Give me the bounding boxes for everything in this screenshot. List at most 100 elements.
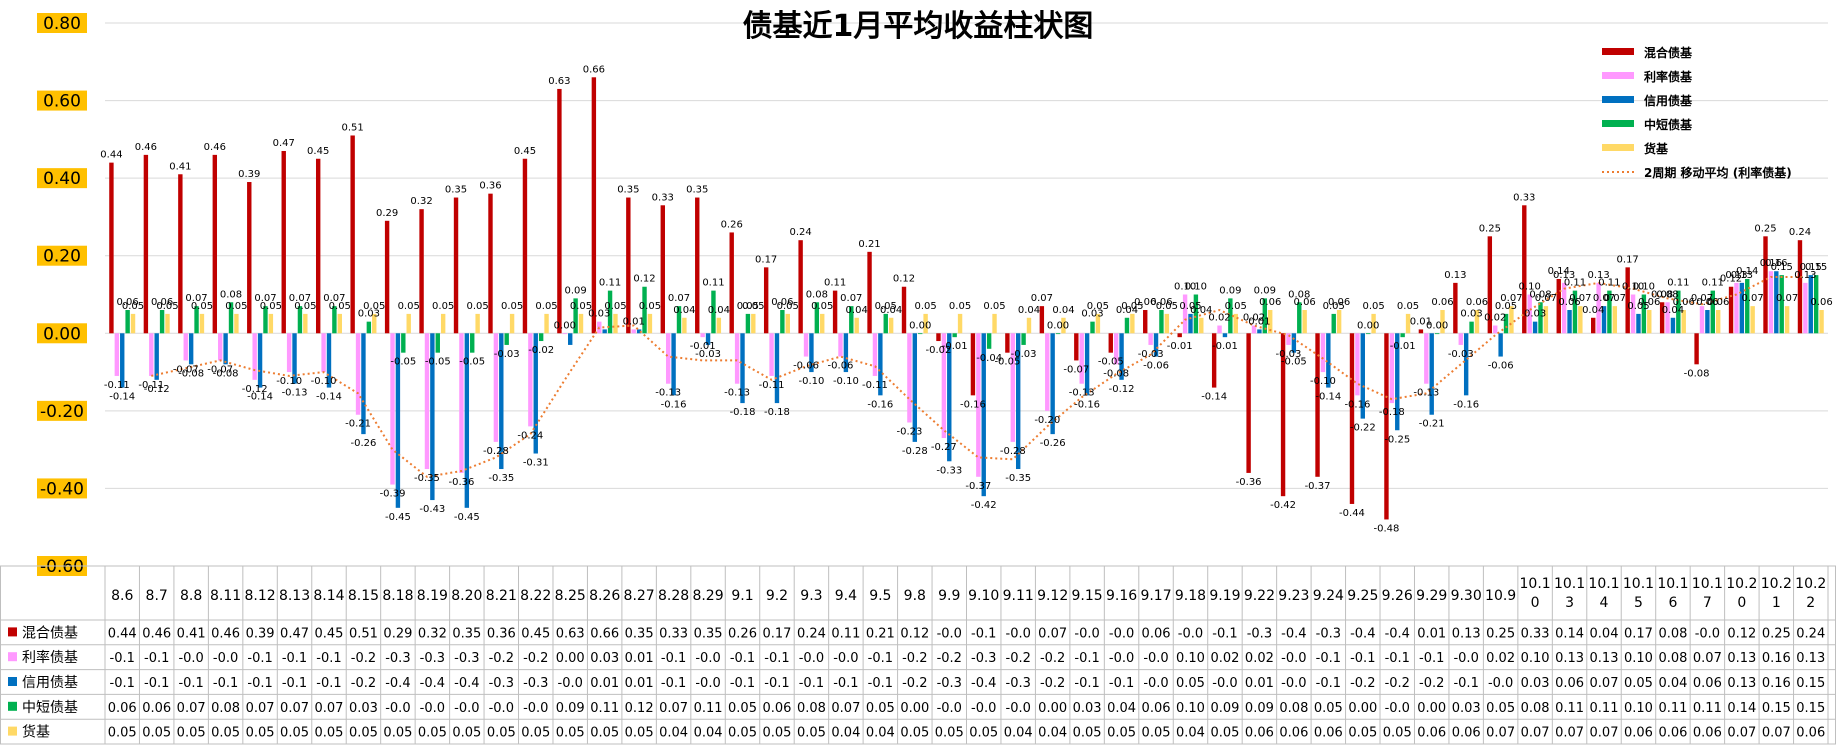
bar (1453, 282, 1458, 334)
table-cell: -0.0 (1143, 651, 1168, 666)
x-tick-label: 9.9 (938, 588, 960, 604)
data-label: -0.10 (833, 376, 859, 387)
table-cell: 0.06 (1417, 726, 1446, 741)
data-label: 0.06 (1673, 297, 1695, 308)
table-cell: -0.0 (213, 651, 238, 666)
bar (1365, 333, 1371, 335)
data-label: -0.21 (345, 419, 371, 430)
table-cell: 0.06 (1142, 701, 1171, 716)
y-tick-highlight (37, 90, 87, 111)
table-cell: 0.05 (142, 726, 171, 741)
table-cell: -0.0 (1143, 676, 1168, 691)
table-cell: 0.05 (1314, 701, 1343, 716)
x-tick-label: 10.1 (1657, 576, 1688, 592)
data-label: 0.07 (289, 293, 311, 304)
y-tick-label: 0.40 (43, 169, 81, 189)
data-label: -0.14 (316, 392, 342, 403)
x-tick-label: 8.8 (180, 588, 202, 604)
data-label: 0.02 (1484, 313, 1506, 324)
table-cell: 0.06 (762, 701, 791, 716)
bar (647, 313, 653, 334)
bar (1750, 306, 1755, 334)
table-cell: 0.35 (625, 626, 654, 641)
y-tick-label: 0.00 (43, 324, 81, 344)
x-tick-label: 10.1 (1588, 576, 1619, 592)
data-label: -0.45 (385, 512, 411, 523)
bar (1543, 306, 1549, 334)
bar (660, 205, 665, 334)
bar (355, 333, 361, 415)
table-cell: 0.10 (1624, 651, 1653, 666)
bar (1005, 333, 1010, 353)
bar (1474, 310, 1480, 334)
bar (114, 333, 120, 376)
bar (1458, 333, 1463, 345)
data-label: 0.25 (1479, 223, 1501, 234)
bar (1228, 298, 1233, 334)
data-label: 0.06 (1134, 297, 1156, 308)
table-cell: 0.07 (280, 701, 309, 716)
bar (183, 333, 188, 361)
chart-title: 债基近1月平均收益柱状图 (743, 9, 1094, 44)
bar (234, 313, 239, 334)
bar (872, 333, 878, 376)
table-cell: 0.05 (1107, 726, 1136, 741)
x-tick-label: 8.15 (348, 588, 379, 604)
data-label: 0.03 (358, 309, 380, 320)
table-cell: 0.44 (108, 626, 137, 641)
bar (1463, 333, 1469, 396)
bar (1119, 333, 1124, 380)
bar (751, 313, 756, 334)
data-label: 0.03 (588, 309, 610, 320)
data-label: -0.21 (1419, 419, 1445, 430)
bar (459, 333, 464, 473)
x-tick-label: 8.27 (624, 588, 655, 604)
x-tick-label: 8.18 (382, 588, 413, 604)
data-label: -0.16 (960, 399, 986, 410)
data-label: 0.08 (806, 289, 828, 300)
bar (1763, 236, 1768, 334)
bar (499, 333, 504, 470)
table-cell: -0.0 (937, 701, 962, 716)
bar (509, 313, 515, 334)
table-cell: -0.1 (661, 676, 686, 691)
data-label: 0.06 (1638, 297, 1660, 308)
table-legend-key (8, 701, 17, 711)
data-label: 0.05 (225, 301, 247, 312)
data-label: 0.07 (1569, 293, 1591, 304)
data-label: 0.07 (323, 293, 345, 304)
bar (1774, 271, 1779, 334)
bar (912, 333, 918, 442)
bar (1055, 333, 1061, 335)
data-label: 0.08 (1651, 289, 1673, 300)
table-cell: 0.10 (1176, 651, 1205, 666)
data-label: 0.05 (1225, 301, 1247, 312)
bar (1291, 333, 1297, 353)
bar (292, 333, 297, 384)
data-label: 0.13 (1731, 270, 1753, 281)
bar (602, 329, 607, 334)
data-label: 0.26 (721, 219, 743, 230)
data-label: 0.12 (633, 274, 655, 285)
bar (1302, 310, 1307, 334)
bar (493, 333, 499, 442)
data-label: 0.03 (1460, 309, 1482, 320)
bar (1440, 310, 1445, 334)
table-cell: -0.4 (420, 676, 445, 691)
table-cell: 0.06 (1693, 726, 1722, 741)
x-tick-label: 10.2 (1726, 576, 1757, 592)
data-label: 0.06 (1294, 297, 1316, 308)
bar (1010, 333, 1015, 442)
data-label: 0.51 (342, 122, 364, 133)
data-label: -0.18 (1379, 407, 1405, 418)
data-label: -0.06 (793, 361, 819, 372)
data-label: -0.23 (896, 426, 922, 437)
data-label: -0.10 (311, 376, 337, 387)
table-cell: 0.05 (177, 726, 206, 741)
data-label: -0.31 (523, 458, 549, 469)
bar (1090, 321, 1095, 334)
bar (700, 333, 705, 338)
data-label: 0.10 (1633, 282, 1655, 293)
bar (1699, 306, 1705, 334)
